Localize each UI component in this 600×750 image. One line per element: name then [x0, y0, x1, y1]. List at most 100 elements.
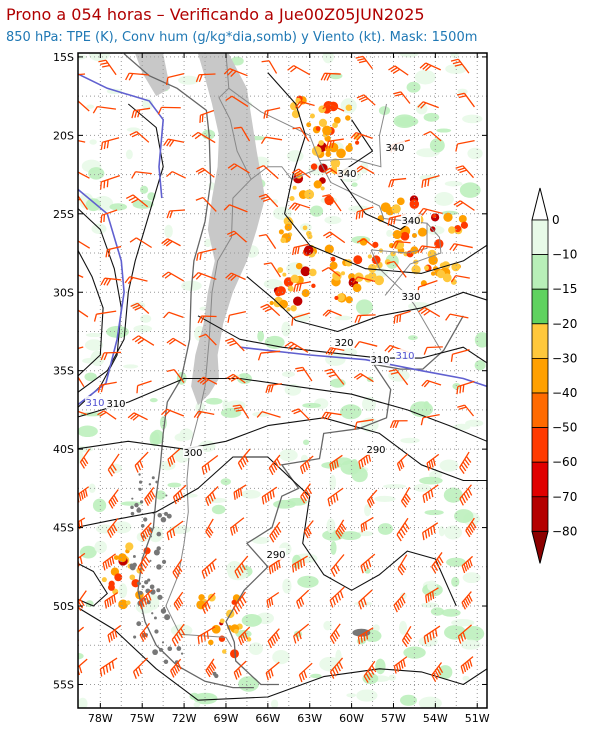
convergence-shade	[418, 696, 442, 708]
convergence-shade	[117, 553, 127, 563]
barb-flag	[69, 194, 76, 196]
barb-flag	[301, 493, 307, 502]
wind-barb	[98, 59, 117, 76]
island	[157, 513, 163, 518]
convergence-shade	[467, 147, 483, 160]
barb-flag	[299, 466, 304, 475]
barb-flag	[354, 315, 359, 323]
barb-flag	[104, 600, 107, 609]
contour-label: 330	[401, 292, 420, 303]
barb-flag	[109, 466, 115, 474]
barb-flag	[362, 523, 366, 532]
convergence-shade	[302, 402, 321, 409]
convergence-shade	[126, 127, 141, 132]
barb-flag	[303, 670, 308, 679]
convergence-shade	[269, 300, 274, 306]
barb-flag	[234, 406, 242, 410]
barb-flag	[404, 522, 410, 530]
convergence-shade	[349, 458, 359, 475]
barb-flag	[445, 313, 451, 321]
barb-flag	[356, 94, 365, 99]
wind-barb	[102, 553, 116, 571]
barb-flag	[204, 568, 208, 577]
convergence-shade	[411, 264, 421, 275]
convergence-shade	[95, 524, 114, 534]
barb-flag	[131, 171, 137, 179]
barb-flag	[387, 217, 391, 226]
wind-barb	[100, 351, 122, 361]
barb-flag	[336, 459, 339, 467]
wind-barb	[363, 660, 377, 683]
lat-label: 40S	[53, 443, 74, 456]
barb-flag	[354, 422, 358, 430]
barb-flag	[394, 241, 399, 249]
barb-flag	[421, 379, 428, 387]
barb-flag	[396, 534, 402, 542]
barb-flag	[467, 560, 471, 569]
lon-label: 66W	[255, 712, 280, 725]
barb-flag	[300, 597, 305, 605]
colorbar-label: −15	[552, 282, 577, 296]
wind-barb	[197, 376, 218, 385]
barb-flag	[172, 528, 176, 537]
barb-flag	[100, 352, 105, 361]
barb-flag	[127, 412, 135, 419]
barb-flag	[336, 529, 343, 537]
convergence-shade	[340, 271, 346, 276]
barb-flag	[103, 352, 108, 361]
wind-barb	[78, 346, 84, 350]
barb-flag	[469, 659, 473, 667]
barb-flag	[352, 276, 359, 284]
barb-flag	[323, 231, 331, 237]
convergence-shade	[219, 618, 225, 624]
convergence-shade	[400, 694, 417, 706]
label-bg	[385, 141, 405, 153]
barb-flag	[427, 593, 430, 602]
convergence-shade	[442, 273, 452, 283]
convergence-shade	[329, 261, 338, 270]
convergence-shade	[293, 296, 303, 306]
barb-flag	[395, 602, 400, 611]
convergence-shade	[109, 203, 128, 211]
barb-flag	[106, 179, 109, 188]
barb-flag	[423, 380, 430, 388]
barb-flag	[459, 467, 465, 474]
barb-flag	[417, 101, 424, 108]
convergence-shade	[451, 619, 475, 627]
barb-flag	[106, 599, 110, 608]
barb-flag	[103, 278, 109, 286]
barb-flag	[144, 556, 151, 564]
barb-flag	[137, 567, 144, 575]
convergence-shade	[84, 339, 104, 351]
barb-flag	[294, 246, 298, 255]
barb-flag	[460, 634, 464, 642]
barb-flag	[267, 670, 272, 679]
barb-flag	[418, 208, 424, 215]
barb-flag	[211, 562, 216, 570]
barb-flag	[202, 379, 209, 385]
barb-flag	[102, 562, 106, 571]
wind-barb	[201, 455, 219, 475]
convergence-shade	[304, 189, 315, 200]
barb-flag	[427, 491, 431, 500]
tpe-contour	[78, 103, 164, 393]
convergence-shade	[278, 229, 284, 235]
wind-barb	[192, 271, 217, 281]
lon-label: 69W	[214, 712, 239, 725]
barb-flag	[464, 598, 470, 606]
colorbar-label: −50	[552, 421, 577, 435]
barb-flag	[423, 130, 431, 136]
colorbar-segment	[531, 392, 549, 428]
wind-barb	[354, 341, 378, 349]
barb-flag	[289, 202, 296, 210]
barb-flag	[143, 597, 147, 605]
wind-barb	[125, 194, 149, 208]
colorbar-segment	[531, 288, 549, 325]
wind-barb	[265, 383, 283, 394]
barb-flag	[358, 210, 361, 219]
barb-flag	[132, 335, 140, 341]
convergence-shade	[459, 182, 481, 198]
island	[156, 564, 162, 570]
convergence-shade	[179, 428, 194, 441]
wind-barb	[450, 274, 470, 283]
